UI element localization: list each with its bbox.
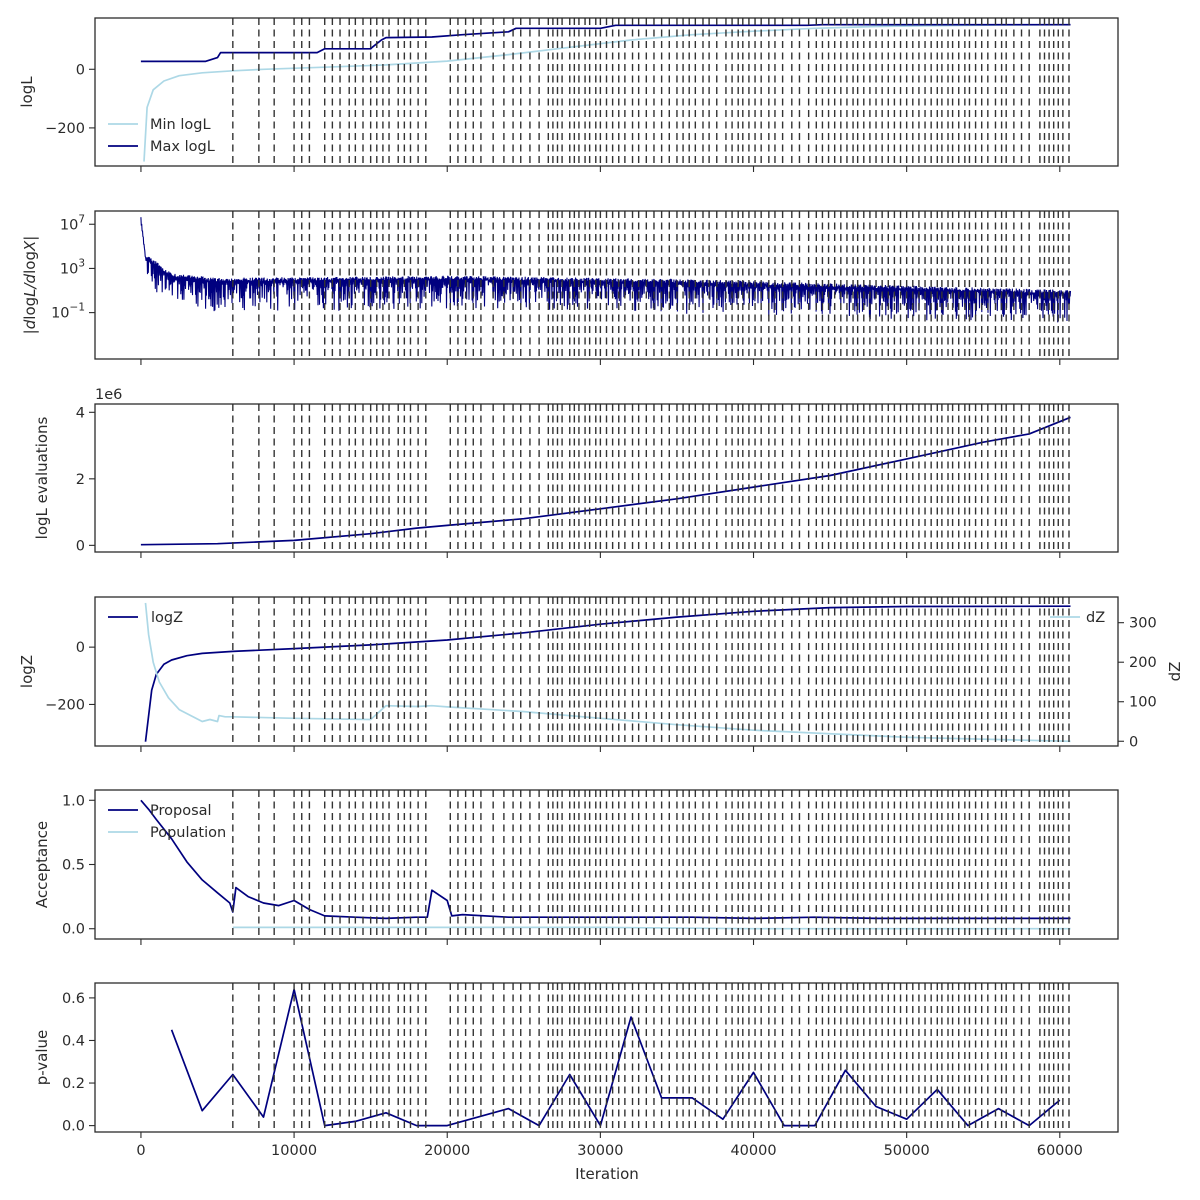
- legend-label: Max logL: [150, 139, 215, 155]
- y-tick-label: 10−1: [51, 302, 85, 322]
- y-axis-label-part: d: [21, 319, 39, 329]
- y-tick-label: 0: [76, 640, 85, 656]
- legend-label: Proposal: [150, 803, 212, 819]
- plot-area: [140, 404, 1071, 552]
- y-tick-label: −200: [45, 697, 85, 713]
- series-line-max-logl: [140, 23, 1071, 63]
- y2-tick-label: 300: [1129, 616, 1157, 632]
- y-axis-label: p-value: [33, 1030, 51, 1086]
- y-tick-label: −200: [45, 121, 85, 137]
- y2-tick-label: 0: [1129, 734, 1138, 750]
- y-tick-label: 0: [76, 538, 85, 554]
- y-tick-label: 103: [60, 257, 85, 277]
- panel-evaluations: 0 2 4 logL evaluations 1e6: [33, 387, 1119, 558]
- axes-frame: [94, 982, 1119, 1133]
- y-tick-label: 0.2: [62, 1076, 85, 1092]
- plot-area: [140, 790, 1071, 939]
- series-line-pvalue-0: [170, 988, 1061, 1127]
- panel-pvalue: 0 10000 20000 30000 40000 50000 60000 0.0 0.2 0.4…: [33, 982, 1119, 1159]
- plot-area: [140, 211, 1072, 359]
- y-axis-label-part: |: [21, 329, 39, 334]
- y-tick-label: 2: [76, 472, 85, 488]
- y-axis-label-part: d: [21, 273, 39, 283]
- y-tick-label: 0.0: [62, 922, 85, 938]
- legend-label-dz: dZ: [1086, 610, 1105, 626]
- y-axis-label: Acceptance: [33, 821, 51, 908]
- x-tick-label: 40000: [730, 1143, 776, 1159]
- y-tick-label: 1.0: [62, 793, 85, 809]
- x-tick-label: 0: [136, 1143, 145, 1159]
- axes-frame: [94, 403, 1119, 553]
- legend-label-logz: logZ: [151, 610, 183, 626]
- y-axis-label: logZ: [18, 655, 36, 688]
- series-line-min-logl: [143, 23, 1071, 162]
- axes-frame: [94, 210, 1119, 360]
- y2-tick-label: 100: [1129, 695, 1157, 711]
- y-tick-exponent: −1: [70, 302, 85, 314]
- y-tick-label: 0: [76, 62, 85, 78]
- x-tick-label: 30000: [577, 1143, 623, 1159]
- y-axis-label-part: log: [21, 297, 39, 320]
- y-axis-label-part: |: [21, 236, 39, 241]
- series-line-gradient: [140, 217, 1072, 323]
- y-axis-label: |dlogL/dlogX|: [21, 236, 39, 335]
- axes-frame: [94, 596, 1119, 747]
- x-tick-label: 60000: [1037, 1143, 1083, 1159]
- y-axis-label-part: log: [21, 251, 39, 274]
- y-tick-label: 4: [76, 405, 85, 421]
- panel-acceptance: 0.0 0.5 1.0 Acceptance Proposal Population: [33, 789, 1119, 945]
- axes-frame: [94, 17, 1119, 167]
- y-axis-label-part: X: [21, 240, 39, 252]
- series-line-population: [232, 926, 1071, 930]
- legend-label: Min logL: [150, 117, 211, 133]
- plot-area: [144, 597, 1071, 746]
- x-tick-label: 50000: [884, 1143, 930, 1159]
- y-tick-label: 0.5: [62, 858, 85, 874]
- x-axis-label: Iteration: [575, 1165, 639, 1183]
- plot-area: [170, 983, 1070, 1132]
- y-tick-exponent: 7: [78, 213, 85, 225]
- panel-logl: −200 0 logL Min logL Max logL: [18, 17, 1119, 172]
- y-tick-label: 0.6: [62, 991, 85, 1007]
- y-axis-label-part: L: [21, 288, 39, 296]
- x-tick-label: 20000: [424, 1143, 470, 1159]
- x-tick-label: 10000: [271, 1143, 317, 1159]
- y-tick-label: 0.0: [62, 1119, 85, 1135]
- y-tick-label: 107: [60, 213, 85, 233]
- panel-logz: −200 0 logZ 0 100 200 300 dZ logZ dZ: [18, 596, 1184, 752]
- y-tick-exponent: 3: [78, 257, 85, 269]
- y-axis-label: logL: [18, 76, 36, 108]
- y-axis-label-part: /: [21, 281, 39, 290]
- y2-tick-label: 200: [1129, 655, 1157, 671]
- y2-axis-label: dZ: [1166, 662, 1184, 682]
- legend-label: Population: [150, 825, 226, 841]
- y-offset-text: 1e6: [95, 387, 122, 403]
- y-axis-label: logL evaluations: [33, 416, 51, 539]
- y-tick-label: 0.4: [62, 1033, 85, 1049]
- plot-area: [140, 18, 1071, 166]
- series-line-dz: [144, 602, 1071, 743]
